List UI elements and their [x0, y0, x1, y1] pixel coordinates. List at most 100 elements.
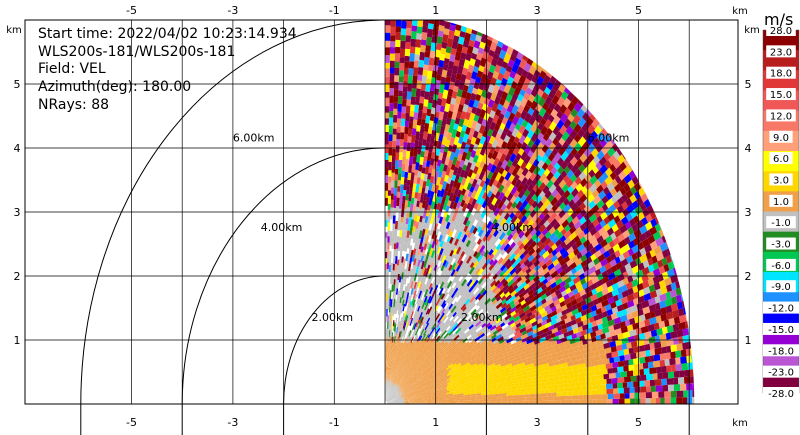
velocity-gate: [590, 394, 596, 400]
velocity-gate: [426, 264, 431, 272]
velocity-gate: [676, 390, 684, 398]
velocity-gate: [607, 285, 614, 293]
velocity-gate: [516, 339, 523, 346]
velocity-gate: [402, 388, 409, 393]
velocity-gate: [561, 250, 569, 259]
velocity-gate: [458, 330, 464, 337]
velocity-gate: [634, 392, 640, 399]
velocity-gate: [526, 327, 534, 334]
y-tick-label-right: 5: [745, 78, 752, 91]
velocity-gate: [561, 219, 570, 229]
velocity-gate: [682, 334, 690, 343]
velocity-gate: [574, 226, 583, 236]
velocity-gate: [396, 265, 399, 273]
velocity-gate: [501, 221, 509, 231]
velocity-gate: [419, 396, 424, 399]
velocity-gate: [613, 316, 622, 325]
velocity-gate: [386, 301, 388, 309]
velocity-gate: [418, 311, 423, 320]
velocity-gate: [386, 387, 388, 396]
velocity-gate: [467, 119, 473, 129]
velocity-gate: [452, 390, 460, 394]
velocity-gate: [398, 236, 402, 245]
velocity-gate: [600, 127, 608, 137]
velocity-gate: [405, 150, 411, 160]
velocity-gate: [439, 247, 444, 256]
velocity-gate: [400, 132, 405, 140]
velocity-gate: [489, 327, 497, 335]
velocity-gate: [556, 355, 563, 361]
velocity-gate: [501, 203, 507, 212]
velocity-gate: [450, 73, 457, 83]
x-tick-label-top: -1: [329, 4, 340, 17]
velocity-gate: [385, 387, 387, 394]
velocity-gate: [639, 368, 645, 376]
velocity-gate: [504, 253, 511, 262]
velocity-gate: [604, 347, 612, 354]
velocity-gate: [534, 236, 541, 244]
velocity-gate: [611, 282, 620, 291]
velocity-gate: [400, 373, 404, 379]
velocity-gate: [411, 347, 416, 355]
velocity-gate: [448, 292, 453, 299]
velocity-gate: [488, 374, 494, 378]
velocity-gate: [585, 312, 592, 320]
velocity-gate: [524, 316, 532, 323]
velocity-gate: [394, 384, 398, 390]
velocity-gate: [549, 365, 556, 371]
velocity-gate: [525, 323, 533, 331]
velocity-gate: [400, 176, 405, 185]
velocity-gate: [430, 266, 435, 275]
velocity-gate: [544, 147, 553, 158]
velocity-gate: [511, 104, 519, 115]
velocity-gate: [402, 189, 407, 197]
velocity-gate: [389, 251, 392, 259]
velocity-gate: [395, 248, 399, 257]
velocity-gate: [404, 369, 410, 376]
velocity-gate: [388, 264, 391, 272]
velocity-gate: [390, 270, 393, 278]
velocity-gate: [498, 289, 504, 296]
velocity-gate: [390, 359, 393, 368]
velocity-gate: [395, 152, 400, 161]
velocity-gate: [423, 99, 429, 107]
velocity-gate: [398, 167, 402, 174]
velocity-gate: [480, 255, 486, 262]
velocity-gate: [385, 219, 388, 227]
velocity-gate: [447, 215, 453, 223]
velocity-gate: [390, 47, 396, 54]
velocity-gate: [540, 293, 547, 301]
velocity-gate: [394, 368, 398, 377]
velocity-gate: [398, 396, 406, 400]
velocity-gate: [409, 369, 413, 375]
velocity-gate: [553, 170, 561, 180]
velocity-gate: [522, 54, 529, 62]
velocity-gate: [532, 332, 538, 338]
velocity-gate: [493, 372, 500, 377]
velocity-gate: [508, 134, 516, 144]
velocity-gate: [526, 214, 533, 223]
velocity-gate: [427, 344, 433, 352]
velocity-gate: [506, 265, 514, 274]
velocity-gate: [631, 200, 639, 210]
velocity-gate: [387, 398, 392, 403]
velocity-gate: [655, 237, 664, 247]
velocity-gate: [389, 88, 394, 96]
velocity-gate: [424, 298, 429, 306]
velocity-gate: [388, 176, 392, 183]
velocity-gate: [442, 383, 448, 387]
velocity-gate: [552, 115, 561, 125]
velocity-gate: [523, 243, 529, 251]
velocity-gate: [409, 376, 414, 381]
velocity-gate: [396, 197, 400, 207]
velocity-gate: [472, 165, 479, 175]
velocity-gate: [596, 389, 603, 395]
velocity-gate: [479, 160, 485, 169]
velocity-gate: [430, 340, 435, 346]
velocity-gate: [514, 195, 521, 205]
velocity-gate: [511, 386, 518, 390]
velocity-gate: [387, 389, 389, 396]
velocity-gate: [501, 195, 508, 203]
colorbar-tick-label: -28.0: [768, 389, 794, 400]
velocity-gate: [654, 302, 661, 311]
